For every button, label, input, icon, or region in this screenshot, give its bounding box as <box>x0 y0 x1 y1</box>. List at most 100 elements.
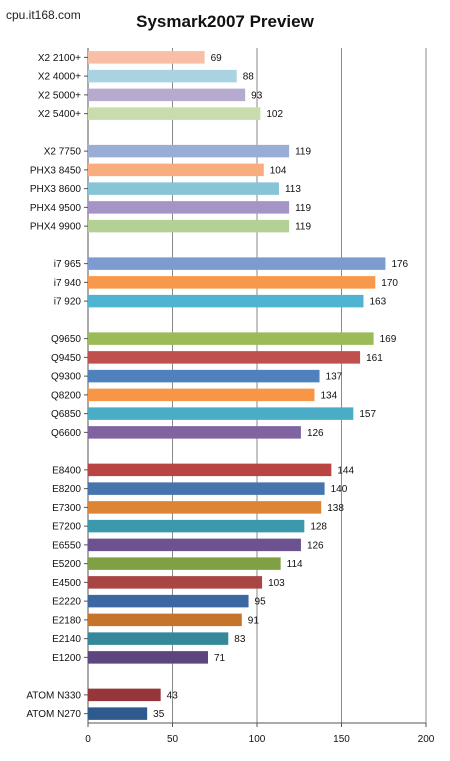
category-label: E8200 <box>52 484 81 495</box>
bar <box>88 163 264 177</box>
category-label: E2140 <box>52 634 81 645</box>
value-label: 35 <box>153 709 165 720</box>
category-label: ATOM N270 <box>26 709 81 720</box>
value-label: 95 <box>255 597 267 608</box>
category-label: X2 5000+ <box>38 90 81 101</box>
category-label: PHX4 9500 <box>30 203 82 214</box>
category-label: i7 965 <box>54 259 82 270</box>
x-tick-label: 200 <box>418 734 435 745</box>
bar <box>88 688 161 702</box>
value-label: 137 <box>326 372 343 383</box>
value-label: 128 <box>310 522 327 533</box>
value-label: 161 <box>366 353 383 364</box>
category-label: E7300 <box>52 503 81 514</box>
category-label: i7 920 <box>54 297 82 308</box>
bar <box>88 107 261 120</box>
bar <box>88 182 279 195</box>
category-label: X2 5400+ <box>38 109 81 120</box>
bar <box>88 144 290 158</box>
value-label: 88 <box>243 72 255 83</box>
x-tick-label: 150 <box>333 734 350 745</box>
value-label: 157 <box>359 409 376 420</box>
bar <box>88 294 364 308</box>
bar <box>88 651 208 664</box>
value-label: 170 <box>381 278 398 289</box>
category-label: Q6600 <box>51 428 81 439</box>
value-label: 114 <box>287 559 303 570</box>
bar <box>88 463 332 477</box>
bar <box>88 594 249 608</box>
value-label: 176 <box>391 259 408 270</box>
value-label: 126 <box>307 540 324 551</box>
bar <box>88 351 361 364</box>
value-label: 69 <box>211 53 223 64</box>
value-label: 119 <box>295 203 311 214</box>
category-label: PHX4 9900 <box>30 222 82 233</box>
bar <box>88 257 386 270</box>
category-label: E7200 <box>52 522 81 533</box>
bar <box>88 501 322 514</box>
category-label: E1200 <box>52 653 81 664</box>
bar <box>88 482 325 495</box>
bar <box>88 88 246 102</box>
bar <box>88 69 237 83</box>
value-label: 91 <box>248 615 260 626</box>
value-label: 113 <box>285 184 301 195</box>
value-label: 71 <box>214 653 226 664</box>
chart-title: Sysmark2007 Preview <box>136 12 314 31</box>
category-label: Q9650 <box>51 334 81 345</box>
category-label: PHX3 8450 <box>30 165 82 176</box>
bar <box>88 201 290 214</box>
bar <box>88 51 205 64</box>
bar <box>88 388 315 402</box>
value-label: 43 <box>167 690 179 701</box>
bar <box>88 276 376 289</box>
category-label: Q9450 <box>51 353 81 364</box>
category-label: ATOM N330 <box>26 690 81 701</box>
bar <box>88 219 290 233</box>
value-label: 93 <box>251 90 263 101</box>
value-label: 103 <box>268 578 285 589</box>
bar <box>88 369 320 383</box>
bar <box>88 557 281 570</box>
bar <box>88 332 374 345</box>
category-label: PHX3 8600 <box>30 184 82 195</box>
value-label: 134 <box>320 390 337 401</box>
category-label: i7 940 <box>54 278 82 289</box>
category-label: X2 2100+ <box>38 53 81 64</box>
value-label: 138 <box>327 503 344 514</box>
category-label: E5200 <box>52 559 81 570</box>
bar <box>88 426 301 439</box>
category-label: Q8200 <box>51 390 81 401</box>
watermark: cpu.it168.com <box>6 8 81 22</box>
x-tick-label: 100 <box>249 734 266 745</box>
value-label: 104 <box>270 165 287 176</box>
category-label: X2 7750 <box>44 147 82 158</box>
value-label: 169 <box>380 334 397 345</box>
bar <box>88 707 148 720</box>
category-label: E6550 <box>52 540 81 551</box>
value-label: 126 <box>307 428 324 439</box>
value-label: 83 <box>234 634 246 645</box>
category-label: X2 4000+ <box>38 72 81 83</box>
bar <box>88 519 305 533</box>
value-label: 163 <box>369 297 386 308</box>
value-label: 102 <box>266 109 283 120</box>
category-label: E2220 <box>52 597 81 608</box>
value-label: 119 <box>295 147 311 158</box>
x-tick-label: 0 <box>85 734 91 745</box>
value-label: 119 <box>295 222 311 233</box>
category-label: E4500 <box>52 578 81 589</box>
category-label: Q6850 <box>51 409 81 420</box>
bar <box>88 538 301 552</box>
value-label: 140 <box>331 484 348 495</box>
bar <box>88 576 263 589</box>
category-label: E8400 <box>52 465 81 476</box>
value-label: 144 <box>337 465 354 476</box>
bar <box>88 407 354 420</box>
category-label: E2180 <box>52 615 81 626</box>
x-tick-label: 50 <box>167 734 179 745</box>
bar <box>88 632 229 645</box>
bar <box>88 613 242 627</box>
